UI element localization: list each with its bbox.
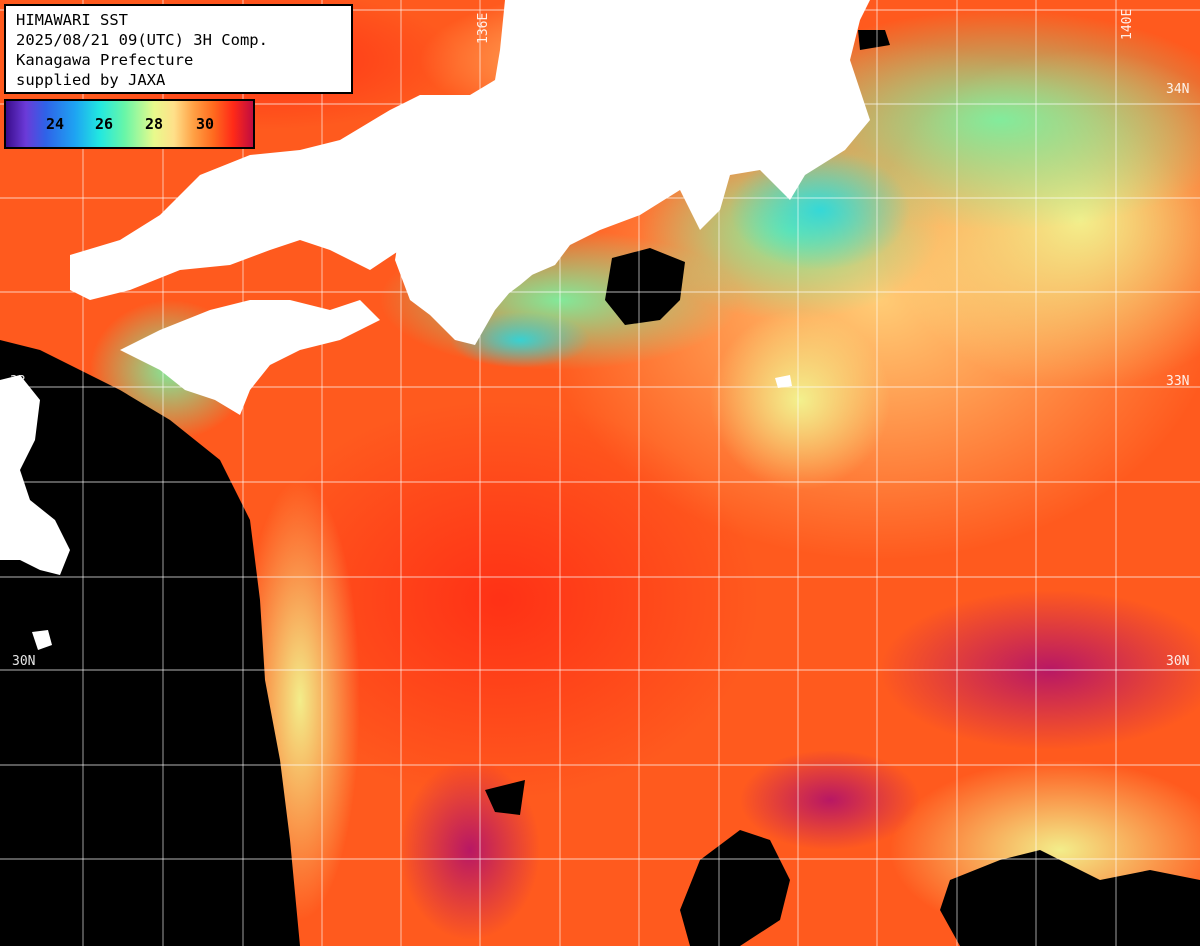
lat-label-30n-right: 30N [1166,654,1190,669]
lon-label-136e: 136E [476,12,491,44]
lat-label-34n-right: 34N [1166,82,1190,97]
temperature-color-legend: 24 26 28 30 [4,99,255,149]
lon-label-140e: 140E [1120,8,1135,40]
map-title-box: HIMAWARI SST 2025/08/21 09(UTC) 3H Comp.… [4,4,353,94]
lat-label-33n-right: 33N [1166,374,1190,389]
title-line-datetime: 2025/08/21 09(UTC) 3H Comp. [16,31,268,49]
no-data-regions [0,30,1200,946]
legend-tick-28: 28 [145,115,164,133]
lat-label-30n-left: 30N [12,654,36,669]
lat-label-33-left: 33 [10,374,26,389]
title-line-prefecture: Kanagawa Prefecture [16,51,194,69]
legend-tick-30: 30 [196,115,215,133]
legend-tick-24: 24 [46,115,65,133]
legend-tick-26: 26 [95,115,114,133]
title-line-product: HIMAWARI SST [16,11,128,29]
land-masses [0,0,870,650]
title-line-credit: supplied by JAXA [16,71,166,89]
